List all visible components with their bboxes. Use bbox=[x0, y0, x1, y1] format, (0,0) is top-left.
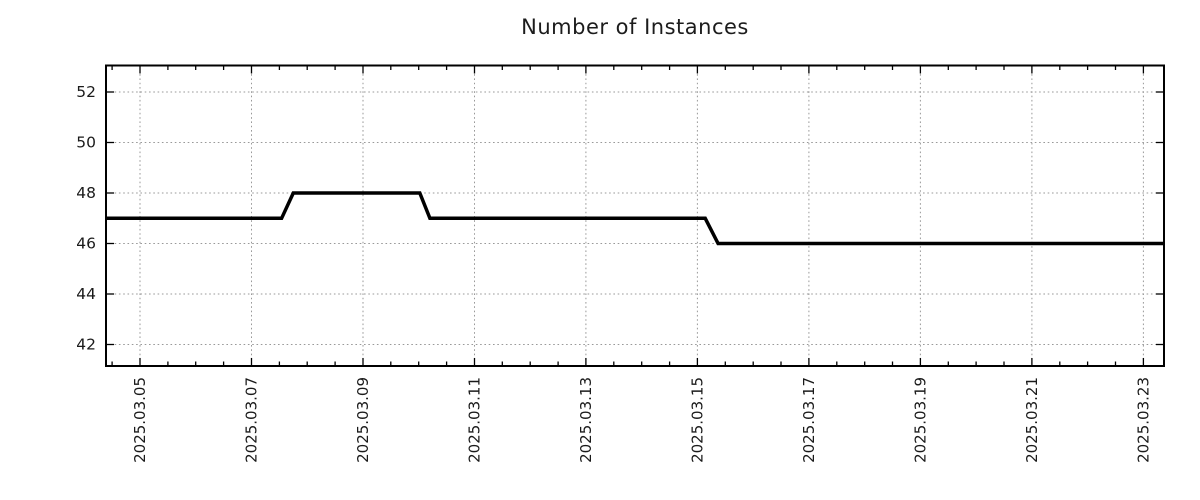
x-tick-label: 2025.03.19 bbox=[911, 377, 929, 463]
x-tick-label: 2025.03.11 bbox=[466, 377, 484, 463]
y-tick-label: 50 bbox=[76, 134, 96, 152]
gridlines bbox=[106, 65, 1164, 366]
y-tick-label: 48 bbox=[76, 184, 96, 202]
x-tick-label: 2025.03.17 bbox=[800, 377, 818, 463]
plot-border bbox=[105, 64, 1165, 367]
y-tick-label: 42 bbox=[76, 336, 96, 354]
x-tick-label: 2025.03.15 bbox=[688, 377, 706, 463]
chart-title: Number of Instances bbox=[521, 15, 749, 39]
x-tick-label: 2025.03.09 bbox=[354, 377, 372, 463]
x-tick-label: 2025.03.23 bbox=[1134, 377, 1152, 463]
x-tick-label: 2025.03.21 bbox=[1023, 377, 1041, 463]
y-tick-label: 44 bbox=[76, 285, 96, 303]
y-tick-label: 52 bbox=[76, 83, 96, 101]
x-tick-labels: 2025.03.05 2025.03.07 2025.03.09 2025.03.11… bbox=[131, 377, 1152, 463]
x-tick-label: 2025.03.07 bbox=[243, 377, 261, 463]
y-tick-label: 46 bbox=[76, 235, 96, 253]
x-tick-label: 2025.03.05 bbox=[131, 377, 149, 463]
x-tick-label: 2025.03.13 bbox=[577, 377, 595, 463]
y-tick-labels: 42 44 46 48 50 52 bbox=[76, 83, 96, 354]
axis-ticks bbox=[106, 65, 1164, 366]
series-line bbox=[106, 191, 1164, 246]
